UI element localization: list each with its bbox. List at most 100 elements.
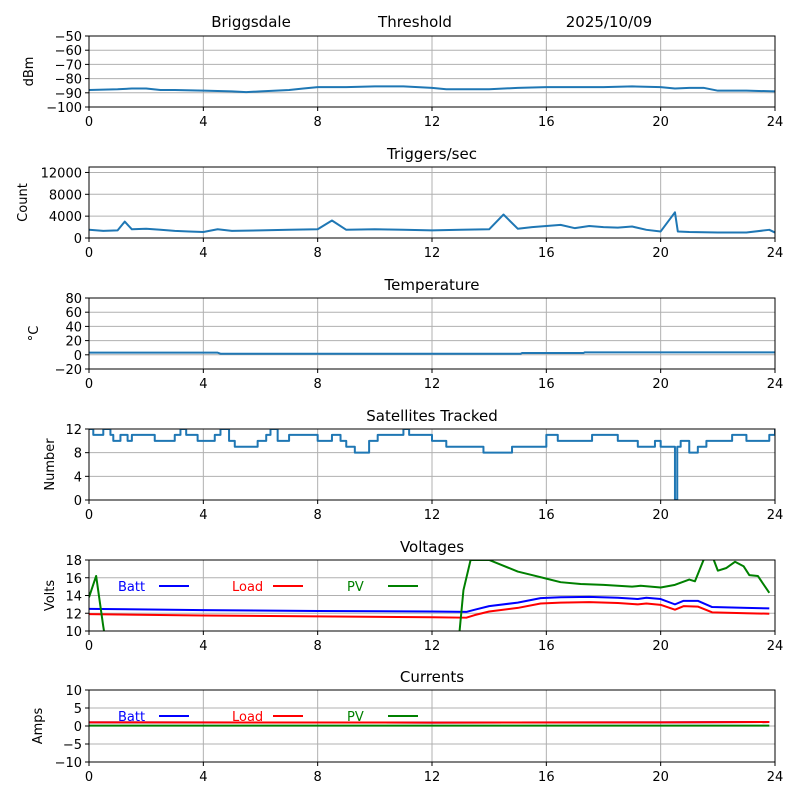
y-tick-label: 12 — [65, 607, 82, 622]
x-tick-label: 24 — [767, 377, 784, 392]
x-tick-label: 8 — [314, 377, 322, 392]
series-line-satellites — [89, 429, 775, 500]
x-tick-label: 12 — [424, 508, 441, 523]
panel-title: Triggers/sec — [386, 145, 477, 163]
mode-label: Threshold — [377, 13, 452, 31]
legend-label-load: Load — [232, 580, 263, 595]
y-tick-label: −5 — [63, 738, 82, 753]
x-tick-label: 20 — [652, 508, 669, 523]
y-tick-label: 12000 — [41, 166, 82, 181]
y-tick-label: 0 — [74, 232, 82, 247]
x-tick-label: 4 — [199, 246, 207, 261]
x-tick-label: 4 — [199, 115, 207, 130]
panel-satellites: 0 4 8 12 16 20 24 0 4 8 12 Satellites Tracked Number — [43, 407, 783, 523]
x-tick-label: 8 — [314, 639, 322, 654]
y-tick-label: 10 — [65, 625, 82, 640]
legend-label-batt: Batt — [118, 580, 145, 595]
y-tick-label: −100 — [46, 101, 82, 116]
x-tick-label: 8 — [314, 115, 322, 130]
x-tick-label: 24 — [767, 508, 784, 523]
series-line-load — [89, 601, 770, 619]
y-tick-label: 0 — [74, 349, 82, 364]
y-tick-label: 60 — [65, 306, 82, 321]
y-tick-label: −70 — [55, 58, 82, 73]
panel-voltages: Batt Load PV 0 4 8 12 16 20 24 10 12 14 16 18 Voltages V… — [43, 538, 783, 654]
panel-dbm: 0 4 8 12 16 20 24 −100−90−80−70−60−50 dBm — [22, 30, 783, 130]
y-tick-label: −60 — [55, 44, 82, 59]
date-label: 2025/10/09 — [566, 13, 652, 31]
x-tick-label: 4 — [199, 770, 207, 785]
x-tick-label: 16 — [538, 377, 555, 392]
y-tick-label: 8000 — [49, 188, 82, 203]
x-tick-label: 12 — [424, 246, 441, 261]
x-tick-label: 8 — [314, 508, 322, 523]
y-tick-label: 4000 — [49, 210, 82, 225]
x-tick-label: 24 — [767, 115, 784, 130]
x-tick-label: 16 — [538, 246, 555, 261]
y-tick-label: 80 — [65, 292, 82, 307]
x-tick-label: 0 — [85, 639, 93, 654]
panel-title: Currents — [400, 668, 464, 686]
legend-label-pv: PV — [347, 710, 364, 725]
x-tick-label: 12 — [424, 115, 441, 130]
panel-triggers: 0 4 8 12 16 20 24 0 4000 8000 12000 Triggers/sec Cou… — [16, 145, 783, 261]
y-tick-label: 8 — [74, 447, 82, 462]
y-axis-label: °C — [27, 326, 42, 342]
x-tick-label: 24 — [767, 639, 784, 654]
station-name: Briggsdale — [211, 13, 291, 31]
y-axis-label: Number — [43, 438, 58, 491]
panel-title: Temperature — [383, 276, 479, 294]
y-tick-label: 4 — [74, 470, 82, 485]
y-tick-label: −20 — [55, 363, 82, 378]
series-line-triggers — [89, 211, 775, 234]
y-axis-label: Count — [16, 183, 31, 222]
panel-title: Voltages — [400, 538, 464, 556]
y-tick-label: 10 — [65, 684, 82, 699]
y-tick-label: −50 — [55, 30, 82, 45]
y-tick-label: 16 — [65, 572, 82, 587]
y-tick-label: −90 — [55, 87, 82, 102]
y-tick-label: −10 — [55, 756, 82, 771]
x-tick-label: 0 — [85, 246, 93, 261]
y-tick-label: 5 — [74, 702, 82, 717]
y-tick-label: 14 — [65, 590, 82, 605]
x-tick-label: 12 — [424, 639, 441, 654]
y-tick-label: 20 — [65, 335, 82, 350]
series-line-threshold — [89, 85, 775, 94]
x-tick-label: 16 — [538, 115, 555, 130]
x-tick-label: 16 — [538, 639, 555, 654]
x-tick-label: 20 — [652, 639, 669, 654]
y-axis-label: dBm — [22, 57, 37, 87]
x-tick-label: 20 — [652, 246, 669, 261]
x-tick-label: 8 — [314, 770, 322, 785]
y-tick-label: −80 — [55, 73, 82, 88]
x-tick-label: 4 — [199, 377, 207, 392]
legend-label-pv: PV — [347, 580, 364, 595]
y-tick-label: 0 — [74, 494, 82, 509]
legend-label-load: Load — [232, 710, 263, 725]
y-tick-label: 18 — [65, 554, 82, 569]
x-tick-label: 20 — [652, 770, 669, 785]
panel-currents: Batt Load PV 0 4 8 12 16 20 24 −10 −5 0 5 10 Currents Am… — [31, 668, 783, 785]
y-tick-label: 40 — [65, 320, 82, 335]
x-tick-label: 24 — [767, 246, 784, 261]
x-tick-label: 16 — [538, 770, 555, 785]
x-tick-label: 20 — [652, 377, 669, 392]
series-line-pv — [89, 560, 771, 631]
x-tick-label: 4 — [199, 508, 207, 523]
x-tick-label: 0 — [85, 115, 93, 130]
x-tick-label: 8 — [314, 246, 322, 261]
x-tick-label: 12 — [424, 770, 441, 785]
y-tick-label: 12 — [65, 423, 82, 438]
x-tick-label: 12 — [424, 377, 441, 392]
series-line-batt — [89, 595, 770, 613]
y-axis-label: Amps — [31, 707, 46, 744]
x-tick-label: 4 — [199, 639, 207, 654]
x-tick-label: 24 — [767, 770, 784, 785]
series-line-temperature — [89, 351, 775, 355]
x-tick-label: 0 — [85, 377, 93, 392]
x-tick-label: 16 — [538, 508, 555, 523]
